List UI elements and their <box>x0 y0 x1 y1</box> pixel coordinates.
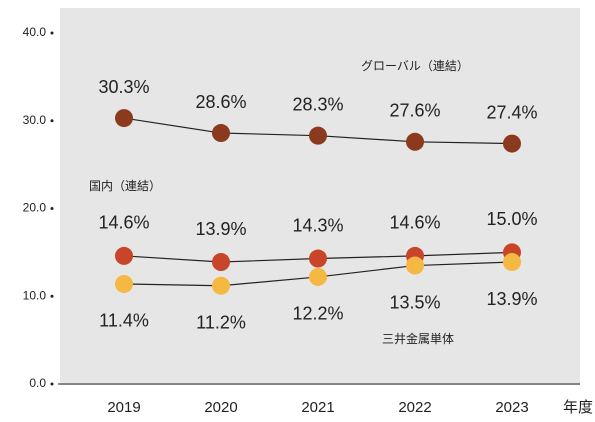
y-tick-label: 10.0 <box>23 288 47 302</box>
x-tick-label: 2020 <box>204 399 237 416</box>
y-tick-label: 20.0 <box>23 201 47 215</box>
x-axis-label: 年度 <box>563 399 593 416</box>
data-point <box>309 267 327 286</box>
data-label: 28.3% <box>292 94 343 114</box>
data-point <box>115 246 133 265</box>
data-label: 13.5% <box>389 292 440 312</box>
y-tick-label: 40.0 <box>23 25 47 39</box>
x-tick-label: 2019 <box>107 399 140 416</box>
x-tick-label: 2021 <box>301 399 334 416</box>
data-point <box>115 274 133 293</box>
data-point <box>212 253 230 272</box>
data-point <box>406 256 424 275</box>
data-point <box>406 132 424 151</box>
y-tick-mark <box>50 207 54 210</box>
data-label: 15.0% <box>486 209 537 229</box>
x-tick-label: 2023 <box>495 399 528 416</box>
data-point <box>212 276 230 295</box>
y-tick-label: 0.0 <box>29 376 46 390</box>
data-point <box>212 124 230 143</box>
data-label: 11.4% <box>99 311 149 331</box>
data-label: 27.6% <box>389 101 440 121</box>
data-label: 14.6% <box>389 213 440 233</box>
data-label: 28.6% <box>195 92 246 112</box>
data-label: 13.9% <box>486 289 537 309</box>
series-name: グローバル（連結） <box>361 59 469 73</box>
data-point <box>309 249 327 268</box>
data-point <box>503 253 521 272</box>
y-tick-label: 30.0 <box>23 113 47 127</box>
data-label: 14.3% <box>292 215 343 235</box>
x-tick-label: 2022 <box>398 399 431 416</box>
data-point <box>309 126 327 145</box>
y-tick-mark <box>50 31 54 35</box>
data-point <box>115 109 133 128</box>
data-label: 27.4% <box>486 102 537 122</box>
data-label: 13.9% <box>195 219 246 239</box>
data-point <box>503 134 521 153</box>
y-tick-mark <box>50 382 54 386</box>
data-label: 30.3% <box>98 77 149 97</box>
data-label: 12.2% <box>292 304 343 324</box>
data-label: 11.2% <box>196 312 246 332</box>
plot-background <box>60 8 580 385</box>
y-tick-mark <box>50 294 54 298</box>
y-tick-mark <box>50 119 54 123</box>
data-label: 14.6% <box>98 213 149 233</box>
series-name: 三井金属単体 <box>382 331 454 346</box>
series-name: 国内（連結） <box>89 179 161 193</box>
